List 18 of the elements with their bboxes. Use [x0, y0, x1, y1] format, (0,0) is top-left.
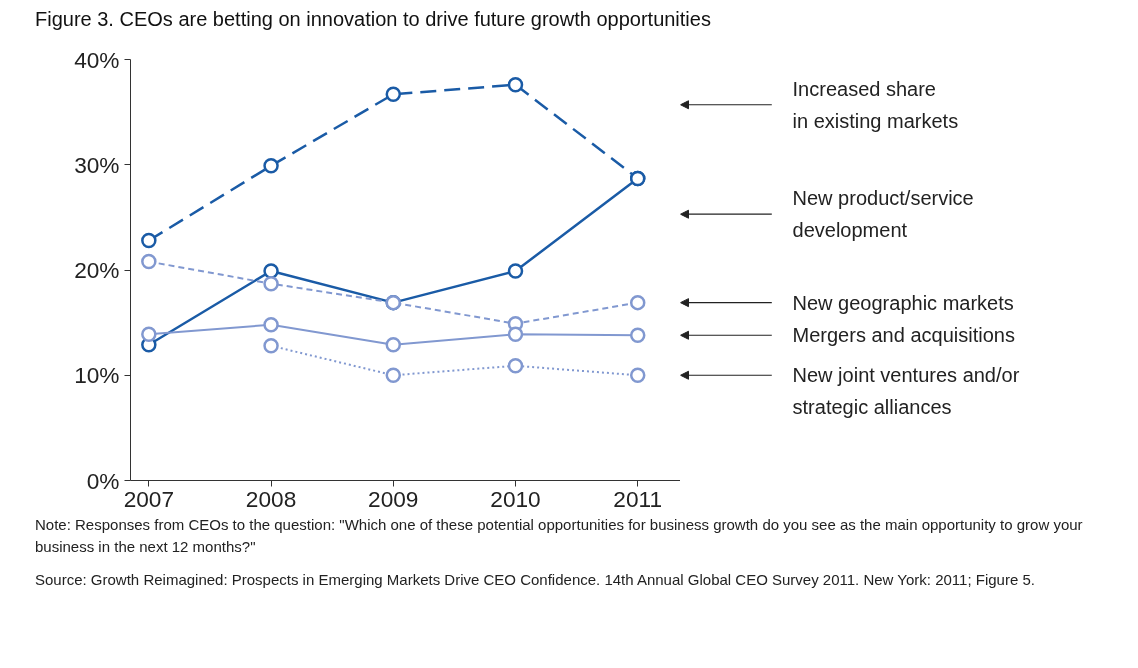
y-tick-label: 0% [86, 467, 120, 494]
x-tick-label: 2007 [123, 485, 175, 512]
text: New joint ventures and/or strategic alliances [792, 363, 1020, 418]
y-tick-label: 40% [74, 46, 120, 73]
x-tick-label: 2011 [613, 485, 663, 512]
x-tick-label: 2010 [490, 485, 541, 512]
text: Mergers and acquisitions [792, 323, 1015, 346]
x-tick-label: 2008 [245, 485, 297, 512]
y-tick-label: 30% [74, 151, 120, 178]
chart-title: Figure 3. CEOs are betting on innovation to drive future growth opportunities [35, 7, 711, 32]
y-tick-label: 20% [74, 256, 120, 283]
text: Note: Responses from CEOs to the question: "Which one of these potential opportunities for business growth do you see as the main opportunity to grow your business in the next 12 months?" [35, 514, 1084, 558]
x-tick-label: 2009 [368, 485, 419, 512]
text: New geographic markets [792, 291, 1014, 314]
source-note: Source: Growth Reimagined: Prospects in Emerging Markets Drive CEO Confidence. 14th Annual Global CEO Survey 2011. New York: 2011; Figure 5. [35, 569, 1035, 590]
text: New product/service development [792, 186, 974, 241]
text: Increased share in existing markets [792, 77, 959, 132]
y-tick-label: 10% [74, 361, 120, 388]
